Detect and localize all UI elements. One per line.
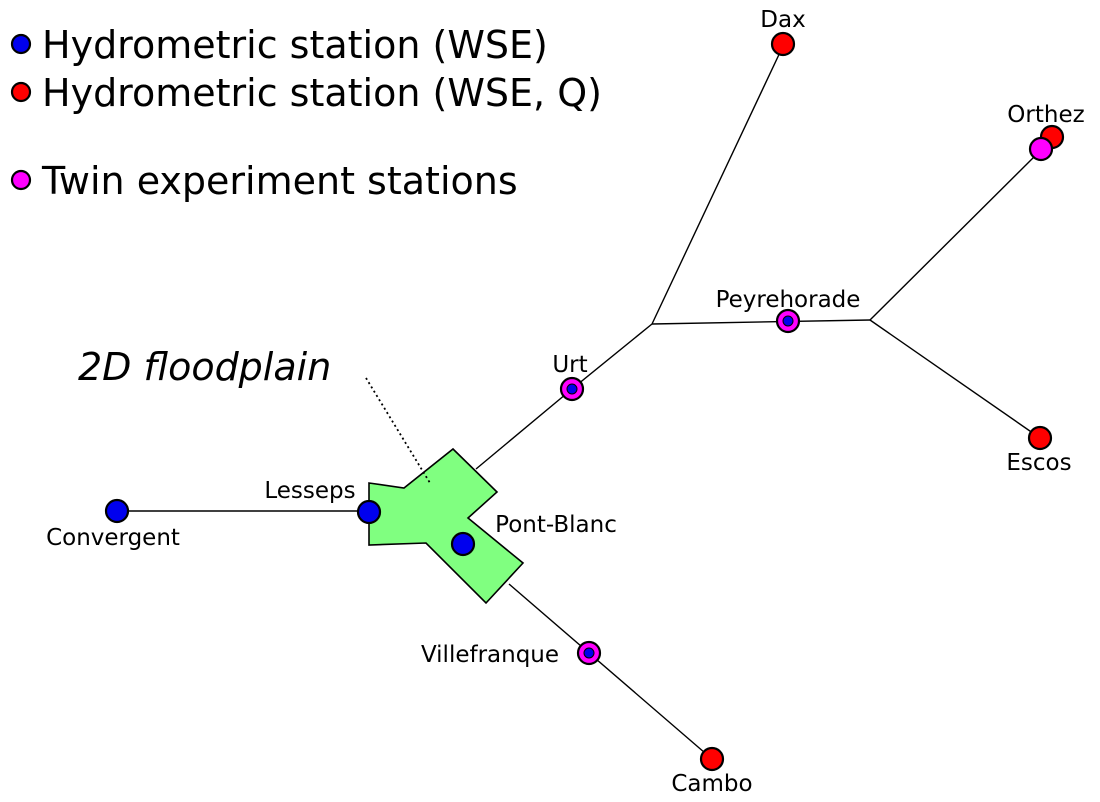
floodplain-polygon bbox=[368, 447, 525, 605]
station-orthez-label: Orthez bbox=[1007, 102, 1084, 128]
river-network bbox=[117, 45, 1042, 760]
river-peyrehorade-reach bbox=[651, 319, 871, 325]
river-urt-junction bbox=[571, 323, 653, 390]
station-pont-blanc-marker bbox=[450, 531, 476, 557]
legend-wse-q-label: Hydrometric station (WSE, Q) bbox=[42, 71, 602, 115]
station-peyrehorade-core bbox=[782, 315, 794, 327]
legend-wse-marker bbox=[10, 33, 32, 55]
river-orthez-branch bbox=[869, 149, 1042, 321]
station-escos-label: Escos bbox=[1006, 450, 1071, 476]
station-lesseps-label: Lesseps bbox=[264, 478, 355, 504]
station-cambo-marker bbox=[699, 746, 725, 772]
station-urt-core bbox=[566, 383, 578, 395]
station-peyrehorade-label: Peyrehorade bbox=[716, 287, 861, 313]
legend-wse-label: Hydrometric station (WSE) bbox=[42, 23, 548, 67]
station-orthez-twin-marker bbox=[1028, 136, 1054, 162]
legend-wse-q-marker bbox=[10, 81, 32, 103]
station-lesseps-marker bbox=[356, 499, 382, 525]
station-dax-label: Dax bbox=[760, 7, 805, 33]
floodplain-label: 2D floodplain bbox=[78, 345, 331, 389]
legend-twin-marker bbox=[10, 169, 32, 191]
stations: Dax Orthez Peyrehorade Urt Escos Lesseps… bbox=[46, 7, 1085, 797]
station-escos-marker bbox=[1027, 425, 1053, 451]
river-cambo-reach bbox=[508, 583, 713, 760]
station-villefranque-label: Villefranque bbox=[421, 642, 559, 668]
legend: Hydrometric station (WSE) Hydrometric st… bbox=[10, 23, 602, 203]
station-dax-marker bbox=[770, 31, 796, 57]
station-convergent-label: Convergent bbox=[46, 525, 180, 551]
station-pont-blanc-label: Pont-Blanc bbox=[495, 512, 617, 538]
legend-twin-label: Twin experiment stations bbox=[41, 159, 518, 203]
station-villefranque-core bbox=[583, 647, 595, 659]
station-cambo-label: Cambo bbox=[671, 771, 752, 797]
station-urt-label: Urt bbox=[552, 352, 587, 378]
station-convergent-marker bbox=[104, 498, 130, 524]
river-dax-branch bbox=[651, 45, 784, 325]
river-escos-branch bbox=[869, 319, 1041, 439]
river-urt-floodplain bbox=[475, 388, 573, 470]
floodplain-leader-line bbox=[365, 377, 431, 484]
